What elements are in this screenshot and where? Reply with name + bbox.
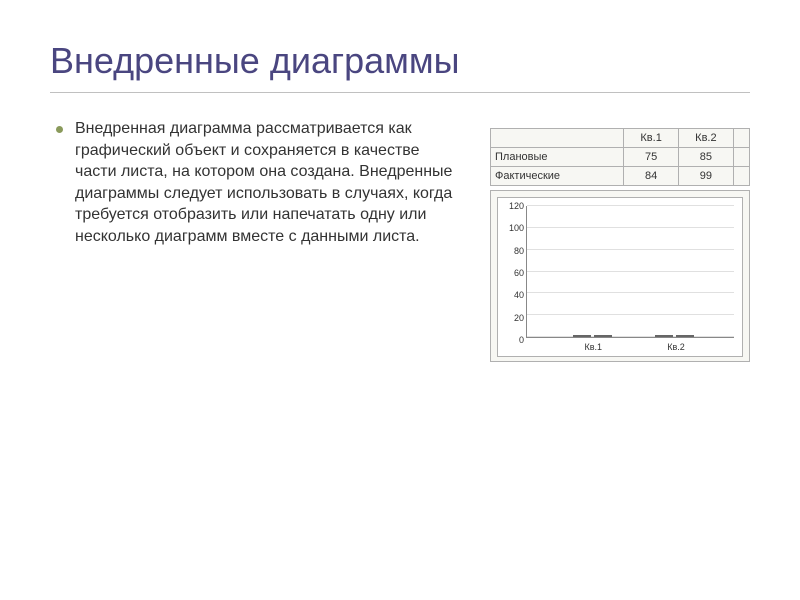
- table-cell: [491, 129, 624, 148]
- gridline: [527, 314, 734, 315]
- y-axis: 0 20 40 60 80 100 120: [498, 198, 526, 356]
- y-tick-label: 20: [514, 313, 524, 323]
- bar: [655, 335, 673, 337]
- table-cell: [733, 167, 749, 186]
- gridline: [527, 336, 734, 337]
- embedded-figure: Кв.1 Кв.2 Плановые 75 85 Фактические 84 …: [490, 128, 750, 362]
- data-table: Кв.1 Кв.2 Плановые 75 85 Фактические 84 …: [490, 128, 750, 186]
- y-tick-label: 0: [519, 335, 524, 345]
- bullet-text: Внедренная диаграмма рассматривается как…: [75, 118, 460, 362]
- bar-group: [573, 335, 612, 337]
- title-underline: [50, 92, 750, 93]
- table-cell: 84: [624, 167, 679, 186]
- y-tick-label: 100: [509, 223, 524, 233]
- table-cell: Кв.1: [624, 129, 679, 148]
- chart-area: 020406080100120 Кв.1Кв.2: [497, 197, 743, 357]
- y-tick-label: 40: [514, 290, 524, 300]
- table-cell: Фактические: [491, 167, 624, 186]
- bullet-dot-icon: [56, 126, 63, 133]
- plot-area: Кв.1Кв.2: [526, 206, 734, 338]
- content-row: Внедренная диаграмма рассматривается как…: [50, 118, 750, 362]
- table-row: Плановые 75 85: [491, 148, 750, 167]
- table-cell: 99: [679, 167, 734, 186]
- table-cell: 85: [679, 148, 734, 167]
- gridline: [527, 249, 734, 250]
- bullet-item: Внедренная диаграмма рассматривается как…: [50, 118, 460, 362]
- x-tick-label: Кв.2: [667, 342, 685, 352]
- y-tick-label: 80: [514, 246, 524, 256]
- table-cell: [733, 148, 749, 167]
- gridline: [527, 271, 734, 272]
- gridline: [527, 292, 734, 293]
- bar: [676, 335, 694, 337]
- table-cell: Кв.2: [679, 129, 734, 148]
- y-tick-label: 60: [514, 268, 524, 278]
- table-row: Фактические 84 99: [491, 167, 750, 186]
- table-header-row: Кв.1 Кв.2: [491, 129, 750, 148]
- chart-panel: 020406080100120 Кв.1Кв.2: [490, 190, 750, 362]
- bar: [573, 335, 591, 337]
- gridline: [527, 205, 734, 206]
- y-tick-label: 120: [509, 201, 524, 211]
- bar: [594, 335, 612, 337]
- page-title: Внедренные диаграммы: [50, 40, 750, 82]
- table-cell: [733, 129, 749, 148]
- gridline: [527, 227, 734, 228]
- table-cell: Плановые: [491, 148, 624, 167]
- table-cell: 75: [624, 148, 679, 167]
- x-tick-label: Кв.1: [584, 342, 602, 352]
- bar-group: [655, 335, 694, 337]
